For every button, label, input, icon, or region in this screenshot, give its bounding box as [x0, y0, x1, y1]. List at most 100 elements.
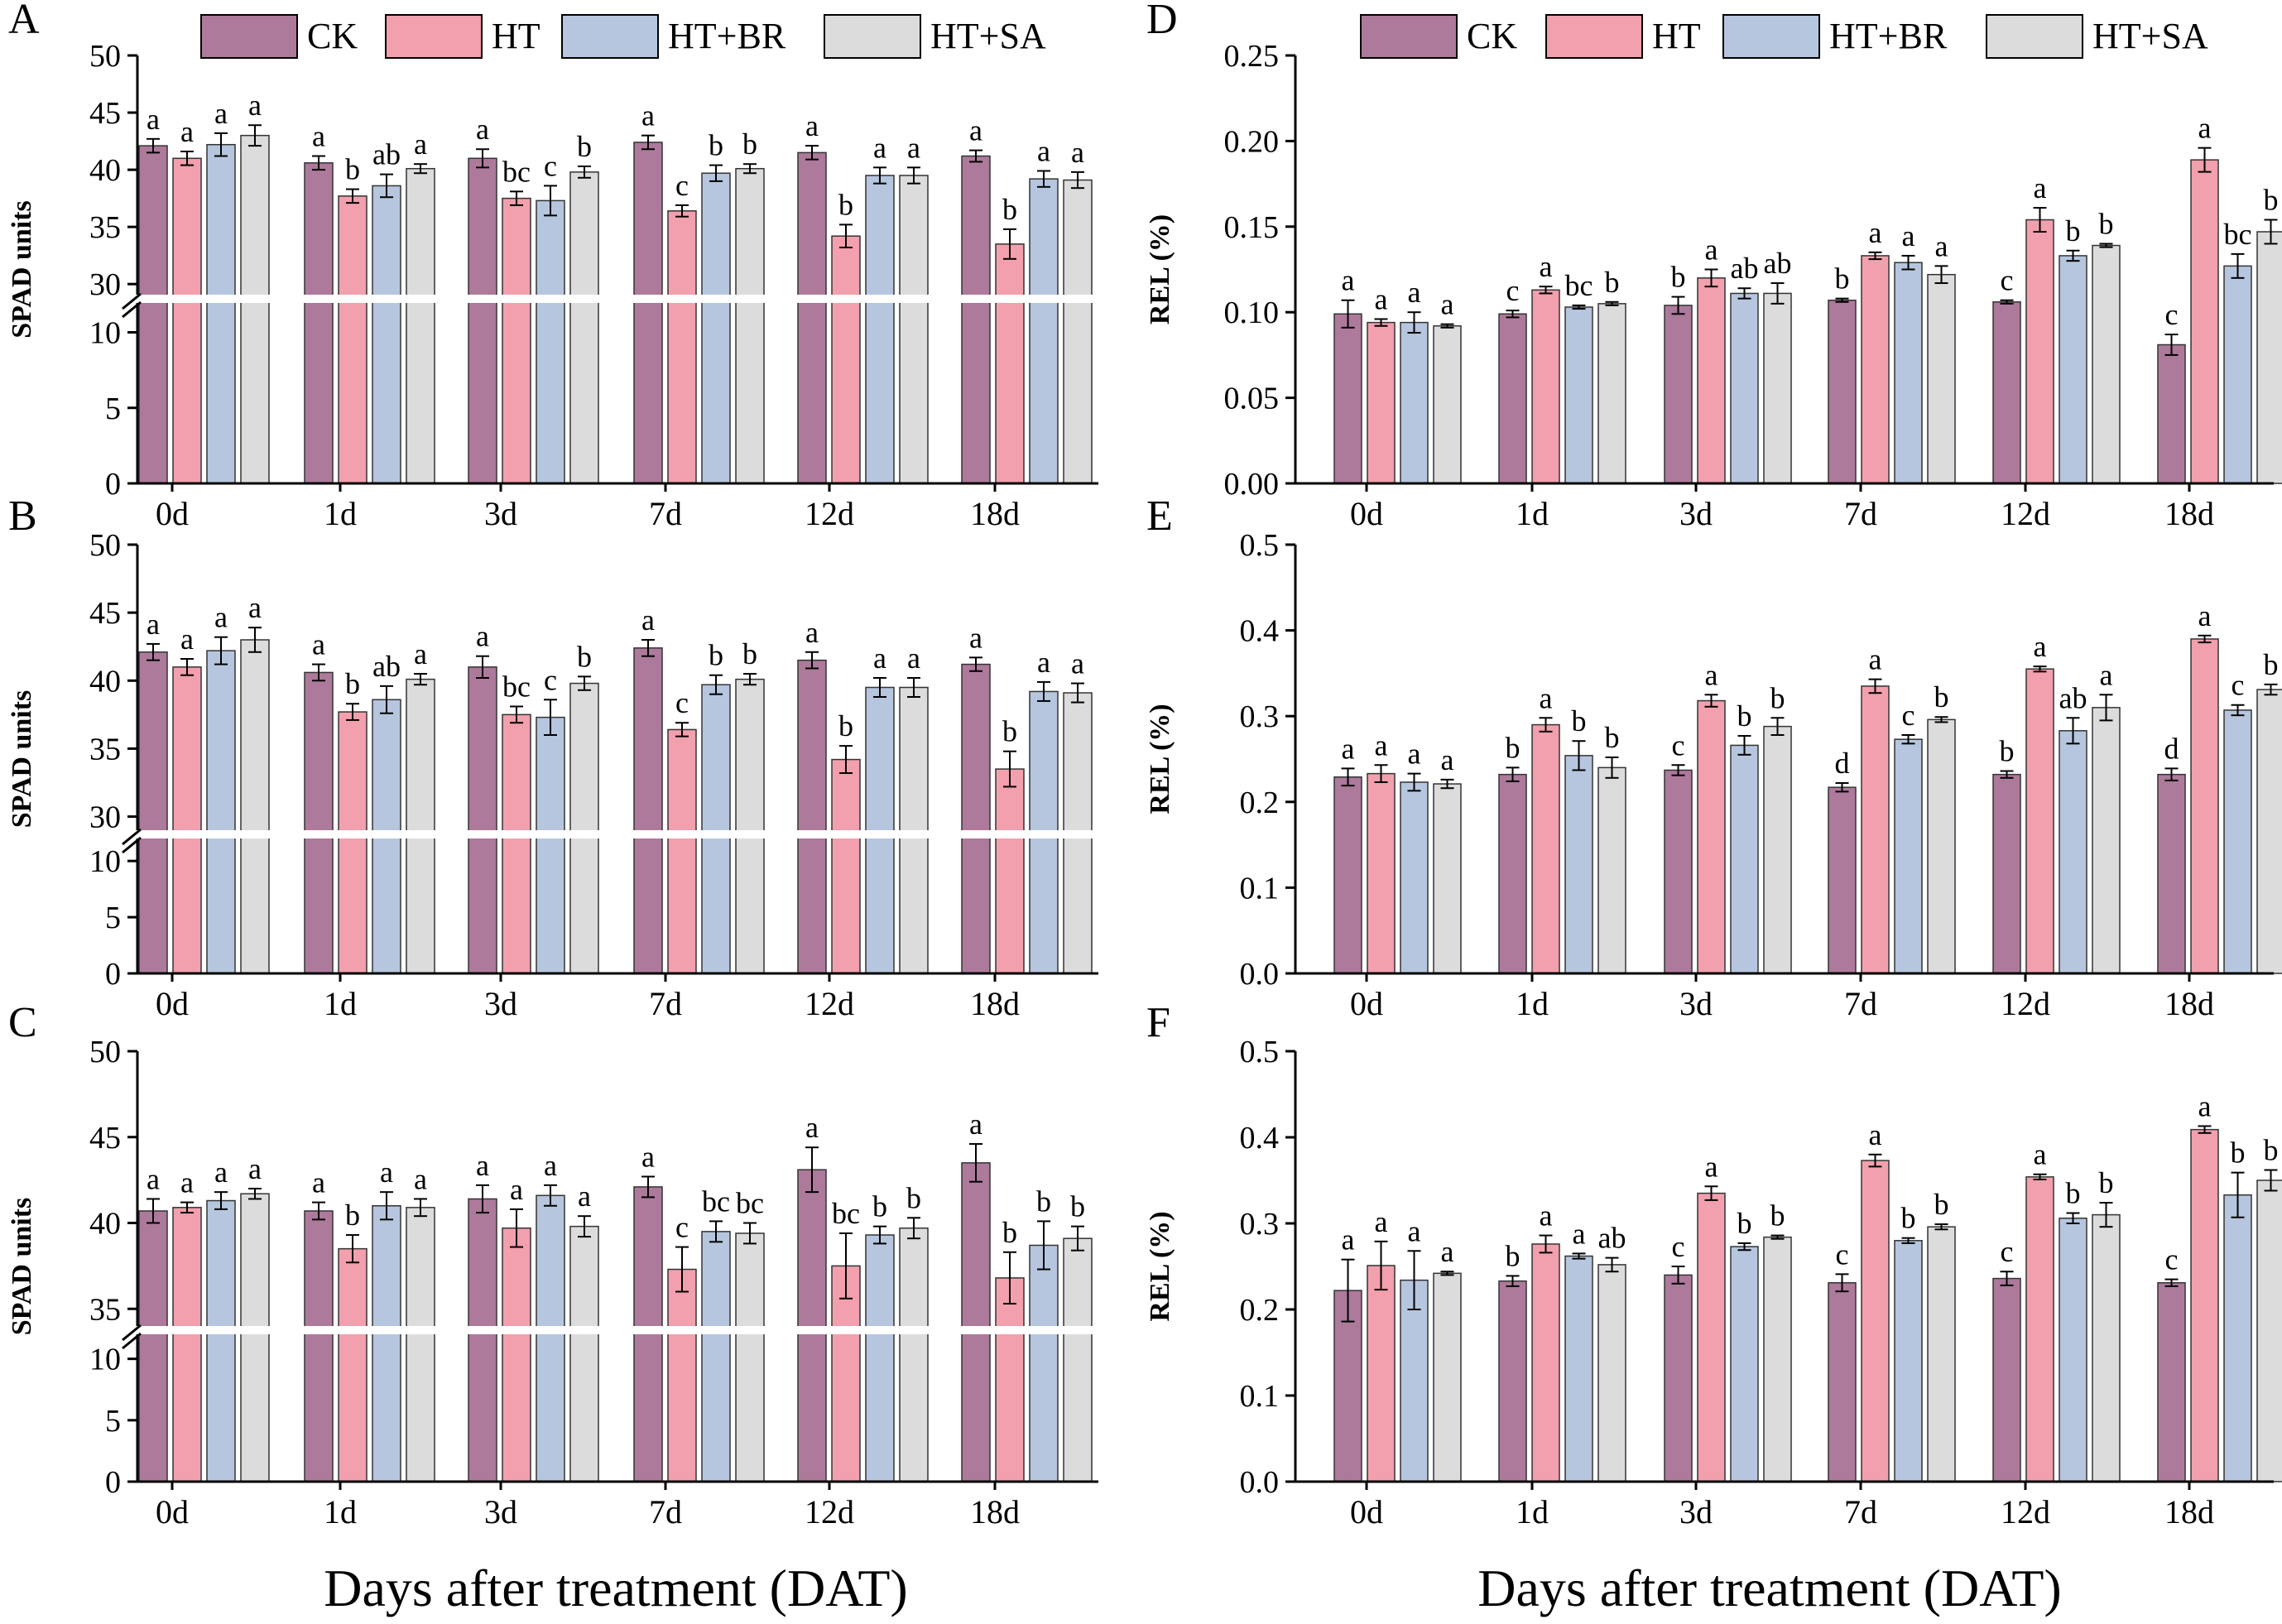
- x-axis-title-left: Days after treatment (DAT): [324, 1559, 907, 1617]
- bar-ht-sa-0d: [1433, 1272, 1462, 1482]
- significance-letter: ab: [1731, 252, 1759, 285]
- bar-ht-12d: [831, 235, 861, 484]
- significance-letter: ab: [1764, 247, 1792, 280]
- significance-letter: c: [544, 663, 557, 696]
- y-tick-label: 30: [89, 800, 121, 835]
- significance-letter: bc: [736, 1187, 764, 1220]
- bar-ht-br-3d: [536, 1194, 565, 1482]
- bar-ck-18d: [2157, 773, 2186, 974]
- significance-letter: b: [2066, 1177, 2081, 1210]
- significance-letter: a: [1540, 681, 1553, 714]
- significance-letter: b: [1036, 1184, 1051, 1218]
- bar-ht-sa-3d: [1763, 725, 1792, 974]
- significance-letter: b: [2264, 1134, 2279, 1167]
- bar-ck-7d: [633, 647, 663, 974]
- y-tick-label: 5: [105, 392, 121, 426]
- x-tick-label: 18d: [970, 495, 1020, 532]
- x-tick-label: 3d: [484, 985, 517, 1022]
- bar-ht-sa-1d: [1597, 1264, 1626, 1482]
- bar-ht-br-18d: [2223, 709, 2252, 974]
- bar-ht-br-12d: [865, 1234, 895, 1482]
- bar-ht-sa-12d: [2092, 1213, 2121, 1482]
- significance-letter: a: [2198, 599, 2212, 632]
- y-axis-title: SPAD units: [7, 1198, 37, 1336]
- significance-letter: a: [1869, 1118, 1882, 1151]
- significance-letter: a: [510, 1173, 523, 1206]
- significance-letter: c: [2165, 1243, 2179, 1276]
- bar-ht-sa-3d: [569, 171, 599, 484]
- significance-letter: b: [2000, 735, 2015, 768]
- x-axis-title-right: Days after treatment (DAT): [1477, 1559, 2061, 1617]
- significance-letter: c: [1902, 699, 1915, 732]
- bar-ck-12d: [797, 151, 827, 484]
- axis-break: [126, 830, 1098, 838]
- significance-letter: a: [969, 1107, 982, 1141]
- significance-letter: a: [147, 608, 160, 641]
- x-tick-label: 1d: [324, 1493, 357, 1530]
- bar-ht-1d: [338, 1247, 368, 1482]
- y-axis-title: SPAD units: [7, 200, 37, 339]
- significance-letter: b: [1770, 681, 1785, 714]
- y-tick-label: 40: [89, 153, 121, 188]
- bar-ht-br-18d: [2223, 265, 2252, 484]
- x-tick-label: 1d: [1516, 1493, 1549, 1530]
- significance-letter: a: [414, 127, 427, 161]
- significance-letter: b: [345, 667, 360, 700]
- significance-letter: a: [147, 1162, 160, 1195]
- bar-ck-1d: [1498, 313, 1527, 484]
- bar-ht-br-3d: [536, 199, 565, 484]
- bar-ht-sa-12d: [2092, 707, 2121, 974]
- significance-letter: ab: [2059, 681, 2087, 714]
- y-tick-label: 0.4: [1240, 1121, 1280, 1156]
- significance-letter: b: [345, 153, 360, 186]
- significance-letter: a: [1071, 647, 1084, 680]
- y-tick-label: 0.10: [1224, 295, 1280, 330]
- y-tick-label: 45: [89, 96, 121, 131]
- bar-ck-12d: [1992, 773, 2021, 974]
- significance-letter: a: [180, 622, 194, 656]
- significance-letter: b: [1002, 193, 1017, 226]
- significance-letter: c: [1836, 1237, 1849, 1271]
- significance-letter: bc: [2224, 218, 2252, 251]
- significance-letter: a: [1342, 264, 1355, 297]
- bar-ht-7d: [667, 728, 697, 974]
- legend-swatch-ht: [385, 14, 483, 59]
- significance-letter: b: [709, 129, 723, 162]
- significance-letter: a: [1342, 732, 1355, 765]
- bar-ck-0d: [1333, 776, 1362, 974]
- significance-letter: bc: [702, 1184, 730, 1218]
- bar-ht-br-0d: [206, 1199, 236, 1482]
- significance-letter: a: [641, 603, 655, 637]
- bar-ht-br-18d: [1029, 1244, 1059, 1482]
- legend-label-ht-sa: HT+SA: [930, 16, 1046, 56]
- y-tick-label: 0.25: [1224, 39, 1280, 74]
- significance-letter: b: [1737, 699, 1752, 733]
- significance-letter: a: [1408, 738, 1421, 771]
- bar-ck-18d: [961, 155, 991, 484]
- significance-letter: b: [1737, 1207, 1752, 1240]
- significance-letter: b: [577, 640, 592, 673]
- bar-ht-sa-18d: [2256, 689, 2282, 974]
- significance-letter: a: [2100, 658, 2113, 691]
- y-tick-label: 40: [89, 1207, 121, 1242]
- significance-letter: c: [675, 686, 689, 719]
- significance-letter: a: [1705, 1150, 1718, 1183]
- bar-ht-sa-12d: [2092, 244, 2121, 484]
- legend-swatch-ht-sa: [1986, 14, 2083, 59]
- bar-ht-br-0d: [206, 650, 236, 974]
- bar-ck-7d: [1828, 786, 1857, 974]
- significance-letter: a: [805, 1111, 819, 1144]
- significance-letter: ab: [1598, 1222, 1626, 1255]
- significance-letter: a: [907, 131, 920, 164]
- significance-letter: a: [1540, 1199, 1553, 1232]
- bar-ht-br-12d: [865, 175, 895, 484]
- bar-ht-3d: [1697, 277, 1726, 484]
- bar-ck-3d: [1664, 305, 1693, 484]
- axis-break-mark: [122, 836, 142, 854]
- bar-ck-3d: [468, 157, 497, 484]
- significance-letter: a: [312, 1166, 325, 1199]
- legend: CK HT HT+BR HT+SA: [1360, 14, 2208, 59]
- bar-ht-1d: [338, 195, 368, 484]
